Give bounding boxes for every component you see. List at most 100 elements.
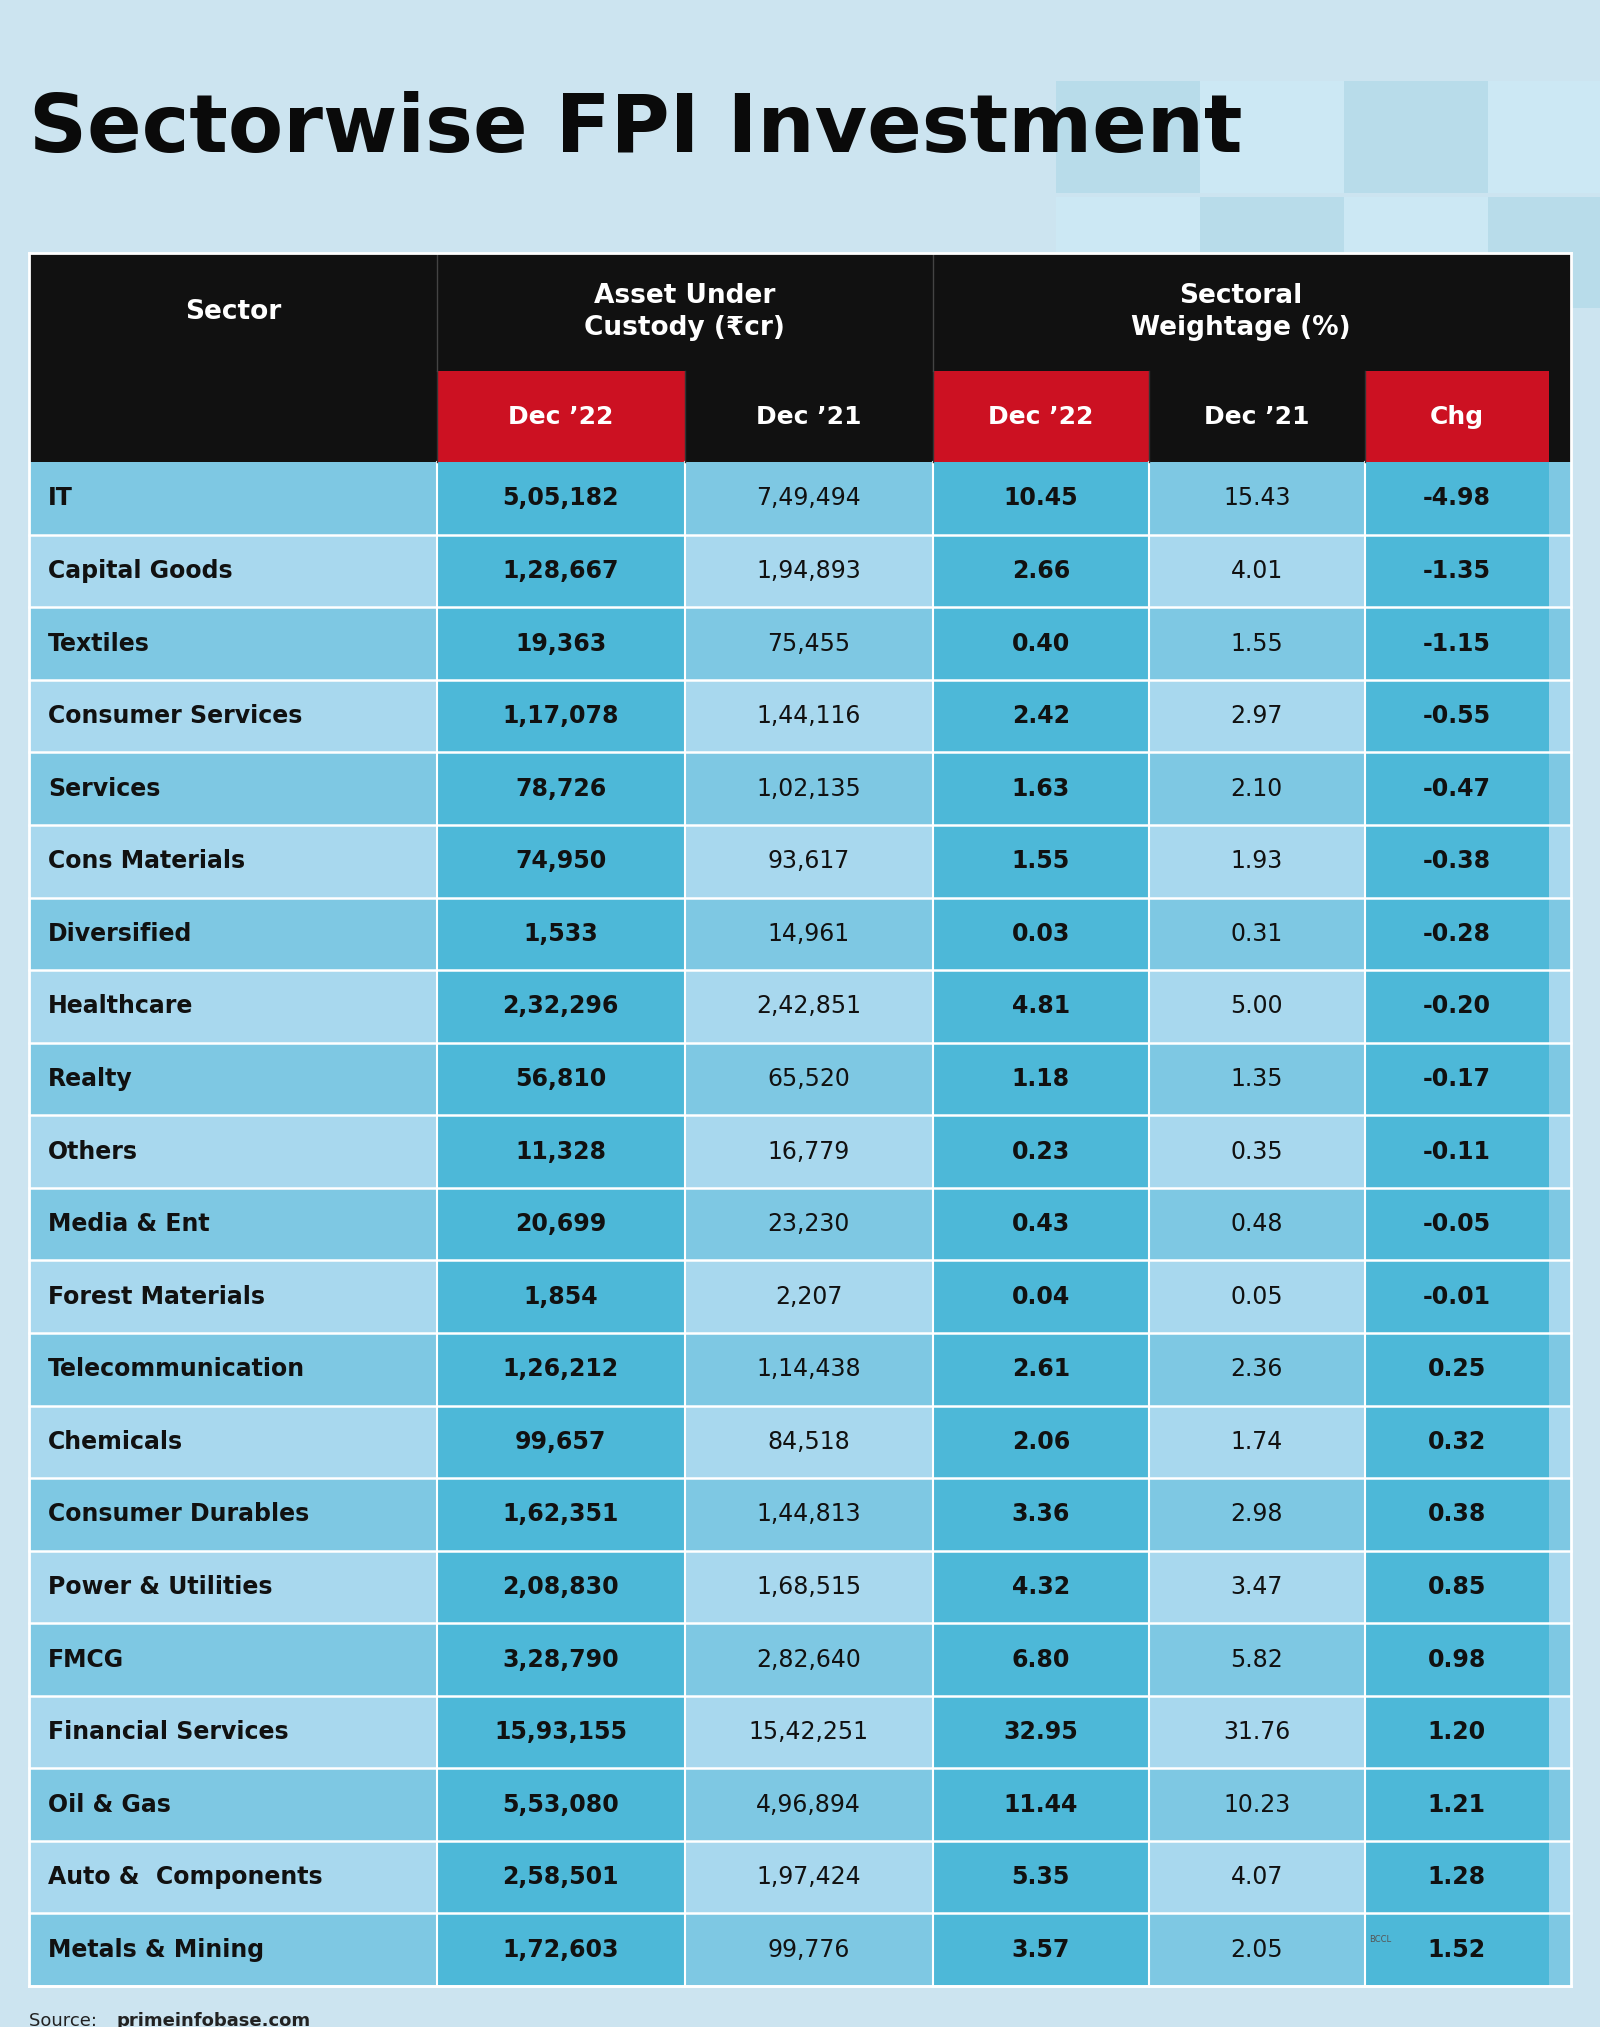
- FancyBboxPatch shape: [437, 1115, 685, 1188]
- FancyBboxPatch shape: [29, 752, 1571, 825]
- Text: 3,28,790: 3,28,790: [502, 1648, 619, 1672]
- FancyBboxPatch shape: [29, 1697, 1571, 1768]
- FancyBboxPatch shape: [437, 1478, 685, 1551]
- Text: 1.35: 1.35: [1230, 1066, 1283, 1091]
- Text: 2.97: 2.97: [1230, 703, 1283, 728]
- Text: 0.98: 0.98: [1427, 1648, 1486, 1672]
- Text: -0.47: -0.47: [1422, 776, 1491, 801]
- FancyBboxPatch shape: [437, 535, 685, 608]
- Text: Dec ’21: Dec ’21: [1205, 405, 1309, 428]
- FancyBboxPatch shape: [29, 825, 1571, 898]
- Text: 1.93: 1.93: [1230, 849, 1283, 874]
- Text: 11,328: 11,328: [515, 1139, 606, 1163]
- FancyBboxPatch shape: [933, 1261, 1149, 1334]
- FancyBboxPatch shape: [933, 1697, 1149, 1768]
- FancyBboxPatch shape: [1365, 1768, 1549, 1841]
- Text: 16,779: 16,779: [768, 1139, 850, 1163]
- Text: 1.20: 1.20: [1427, 1721, 1486, 1743]
- Text: 2,32,296: 2,32,296: [502, 995, 619, 1018]
- Text: 0.23: 0.23: [1011, 1139, 1070, 1163]
- Text: 4,96,894: 4,96,894: [757, 1792, 861, 1816]
- Text: 1,26,212: 1,26,212: [502, 1358, 619, 1380]
- FancyBboxPatch shape: [1365, 752, 1549, 825]
- FancyBboxPatch shape: [437, 1261, 685, 1334]
- Text: Sector: Sector: [184, 300, 282, 324]
- FancyBboxPatch shape: [437, 1624, 685, 1697]
- FancyBboxPatch shape: [1365, 679, 1549, 752]
- FancyBboxPatch shape: [933, 752, 1149, 825]
- Text: 11.44: 11.44: [1003, 1792, 1078, 1816]
- Text: 4.81: 4.81: [1011, 995, 1070, 1018]
- Text: 0.25: 0.25: [1427, 1358, 1486, 1380]
- FancyBboxPatch shape: [933, 825, 1149, 898]
- Text: -0.17: -0.17: [1422, 1066, 1491, 1091]
- Text: 99,657: 99,657: [515, 1429, 606, 1453]
- Text: 15,42,251: 15,42,251: [749, 1721, 869, 1743]
- Text: 0.38: 0.38: [1427, 1502, 1486, 1526]
- Text: 1.55: 1.55: [1011, 849, 1070, 874]
- FancyBboxPatch shape: [437, 1188, 685, 1261]
- Text: Consumer Durables: Consumer Durables: [48, 1502, 309, 1526]
- FancyBboxPatch shape: [1365, 1042, 1549, 1115]
- Text: Realty: Realty: [48, 1066, 133, 1091]
- FancyBboxPatch shape: [1365, 371, 1549, 462]
- Text: 93,617: 93,617: [768, 849, 850, 874]
- FancyBboxPatch shape: [437, 462, 685, 535]
- Text: 84,518: 84,518: [768, 1429, 850, 1453]
- FancyBboxPatch shape: [437, 1768, 685, 1841]
- Text: 15.43: 15.43: [1222, 486, 1291, 511]
- Text: Asset Under
Custody (₹cr): Asset Under Custody (₹cr): [584, 284, 786, 341]
- FancyBboxPatch shape: [933, 1768, 1149, 1841]
- FancyBboxPatch shape: [1365, 1188, 1549, 1261]
- FancyBboxPatch shape: [1365, 462, 1549, 535]
- FancyBboxPatch shape: [29, 1261, 1571, 1334]
- Text: -0.55: -0.55: [1422, 703, 1491, 728]
- Text: 1.28: 1.28: [1427, 1865, 1486, 1889]
- Text: Forest Materials: Forest Materials: [48, 1285, 266, 1309]
- FancyBboxPatch shape: [933, 1551, 1149, 1624]
- Text: Power & Utilities: Power & Utilities: [48, 1575, 272, 1599]
- FancyBboxPatch shape: [1488, 81, 1600, 193]
- Text: 2.66: 2.66: [1011, 559, 1070, 584]
- Text: 1,97,424: 1,97,424: [757, 1865, 861, 1889]
- Text: Others: Others: [48, 1139, 138, 1163]
- Text: 1,44,116: 1,44,116: [757, 703, 861, 728]
- Text: 5.82: 5.82: [1230, 1648, 1283, 1672]
- Text: Auto &  Components: Auto & Components: [48, 1865, 323, 1889]
- Text: Sectorwise FPI Investment: Sectorwise FPI Investment: [29, 91, 1242, 168]
- FancyBboxPatch shape: [437, 608, 685, 679]
- FancyBboxPatch shape: [437, 1697, 685, 1768]
- Text: 99,776: 99,776: [768, 1938, 850, 1962]
- FancyBboxPatch shape: [29, 1188, 1571, 1261]
- FancyBboxPatch shape: [29, 462, 1571, 535]
- Text: 2.98: 2.98: [1230, 1502, 1283, 1526]
- Text: 1,854: 1,854: [523, 1285, 598, 1309]
- FancyBboxPatch shape: [1365, 535, 1549, 608]
- Text: Dec ’22: Dec ’22: [509, 405, 613, 428]
- FancyBboxPatch shape: [437, 1334, 685, 1405]
- FancyBboxPatch shape: [933, 679, 1149, 752]
- Text: 0.43: 0.43: [1011, 1212, 1070, 1236]
- FancyBboxPatch shape: [29, 253, 1571, 462]
- Text: 1,02,135: 1,02,135: [757, 776, 861, 801]
- FancyBboxPatch shape: [437, 971, 685, 1042]
- Text: 2,42,851: 2,42,851: [757, 995, 861, 1018]
- Text: 0.03: 0.03: [1011, 922, 1070, 947]
- Text: 2.10: 2.10: [1230, 776, 1283, 801]
- Text: -0.05: -0.05: [1422, 1212, 1491, 1236]
- Text: Telecommunication: Telecommunication: [48, 1358, 306, 1380]
- Text: 2.36: 2.36: [1230, 1358, 1283, 1380]
- FancyBboxPatch shape: [1365, 898, 1549, 971]
- Text: 1,28,667: 1,28,667: [502, 559, 619, 584]
- FancyBboxPatch shape: [1365, 1115, 1549, 1188]
- FancyBboxPatch shape: [933, 1478, 1149, 1551]
- FancyBboxPatch shape: [437, 1841, 685, 1913]
- Text: 1,533: 1,533: [523, 922, 598, 947]
- Text: 5,53,080: 5,53,080: [502, 1792, 619, 1816]
- FancyBboxPatch shape: [1365, 825, 1549, 898]
- Text: 3.57: 3.57: [1011, 1938, 1070, 1962]
- Text: Sectoral
Weightage (%): Sectoral Weightage (%): [1131, 284, 1350, 341]
- Text: IT: IT: [48, 486, 74, 511]
- FancyBboxPatch shape: [1365, 1261, 1549, 1334]
- Text: 1.63: 1.63: [1011, 776, 1070, 801]
